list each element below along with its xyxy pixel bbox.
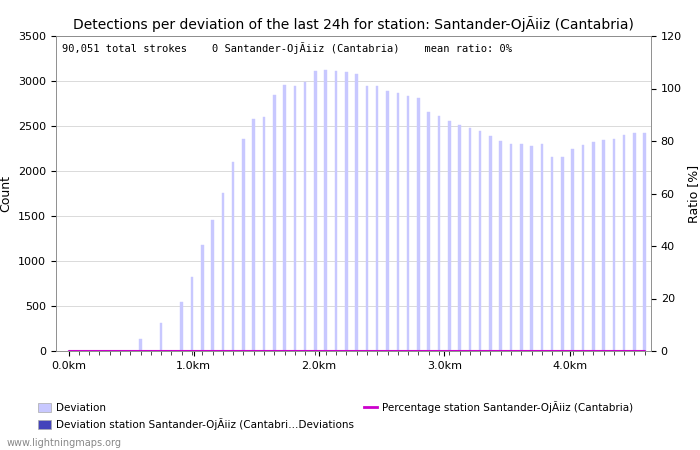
Bar bbox=[314, 71, 317, 351]
Y-axis label: Count: Count bbox=[0, 175, 13, 212]
Bar bbox=[602, 140, 605, 351]
Text: www.lightningmaps.org: www.lightningmaps.org bbox=[7, 438, 122, 448]
Bar bbox=[499, 141, 502, 351]
Bar bbox=[262, 117, 265, 351]
Bar bbox=[479, 131, 482, 351]
Bar bbox=[468, 128, 471, 351]
Bar bbox=[612, 139, 615, 351]
Bar bbox=[561, 158, 564, 351]
Bar bbox=[448, 121, 451, 351]
Bar bbox=[304, 82, 307, 351]
Bar bbox=[551, 157, 554, 351]
Bar bbox=[531, 146, 533, 351]
Bar bbox=[571, 149, 574, 351]
Text: 90,051 total strokes    0 Santander-OjÃiiz (Cantabria)    mean ratio: 0%: 90,051 total strokes 0 Santander-OjÃiiz … bbox=[62, 42, 512, 54]
Bar bbox=[335, 71, 337, 351]
Bar bbox=[520, 144, 522, 351]
Bar bbox=[211, 220, 214, 351]
Bar bbox=[643, 133, 646, 351]
Bar bbox=[634, 133, 636, 351]
Bar bbox=[190, 277, 193, 351]
Bar bbox=[253, 119, 255, 351]
Bar bbox=[232, 162, 235, 351]
Bar bbox=[386, 91, 389, 351]
Bar bbox=[417, 98, 420, 351]
Bar bbox=[510, 144, 512, 351]
Bar bbox=[139, 339, 142, 351]
Legend: Deviation, Deviation station Santander-OjÃiiz (Cantabri…Deviations, Percentage s: Deviation, Deviation station Santander-O… bbox=[34, 397, 637, 435]
Bar bbox=[592, 142, 594, 351]
Bar bbox=[540, 144, 543, 351]
Bar bbox=[438, 116, 440, 351]
Bar bbox=[428, 112, 430, 351]
Bar bbox=[623, 135, 625, 351]
Title: Detections per deviation of the last 24h for station: Santander-OjÃiiz (Cantabri: Detections per deviation of the last 24h… bbox=[73, 16, 634, 32]
Bar bbox=[284, 86, 286, 351]
Y-axis label: Ratio [%]: Ratio [%] bbox=[687, 164, 700, 223]
Bar bbox=[376, 86, 379, 351]
Bar bbox=[458, 125, 461, 351]
Bar bbox=[242, 139, 245, 351]
Bar bbox=[273, 95, 276, 351]
Bar bbox=[181, 302, 183, 351]
Bar bbox=[365, 86, 368, 351]
Bar bbox=[325, 70, 327, 351]
Bar bbox=[407, 96, 410, 351]
Bar bbox=[345, 72, 348, 351]
Bar bbox=[201, 245, 204, 351]
Bar bbox=[582, 145, 584, 351]
Bar bbox=[160, 323, 162, 351]
Bar bbox=[489, 136, 491, 351]
Bar bbox=[293, 86, 296, 351]
Bar bbox=[356, 74, 358, 351]
Bar bbox=[396, 93, 399, 351]
Bar bbox=[222, 194, 224, 351]
